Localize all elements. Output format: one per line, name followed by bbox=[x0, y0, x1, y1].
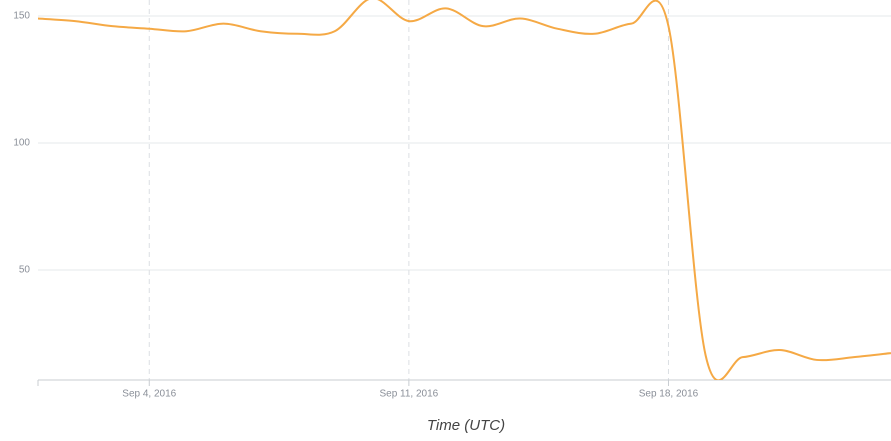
y-tick-label: 150 bbox=[13, 11, 30, 22]
y-tick-label: 100 bbox=[13, 138, 30, 149]
y-tick-label: 50 bbox=[19, 265, 31, 276]
x-axis-label: Time (UTC) bbox=[427, 417, 505, 434]
line bbox=[38, 0, 891, 380]
x-tick-label: Sep 11, 2016 bbox=[379, 389, 438, 400]
x-tick-label: Sep 18, 2016 bbox=[639, 389, 699, 400]
x-tick-label: Sep 4, 2016 bbox=[122, 389, 176, 400]
